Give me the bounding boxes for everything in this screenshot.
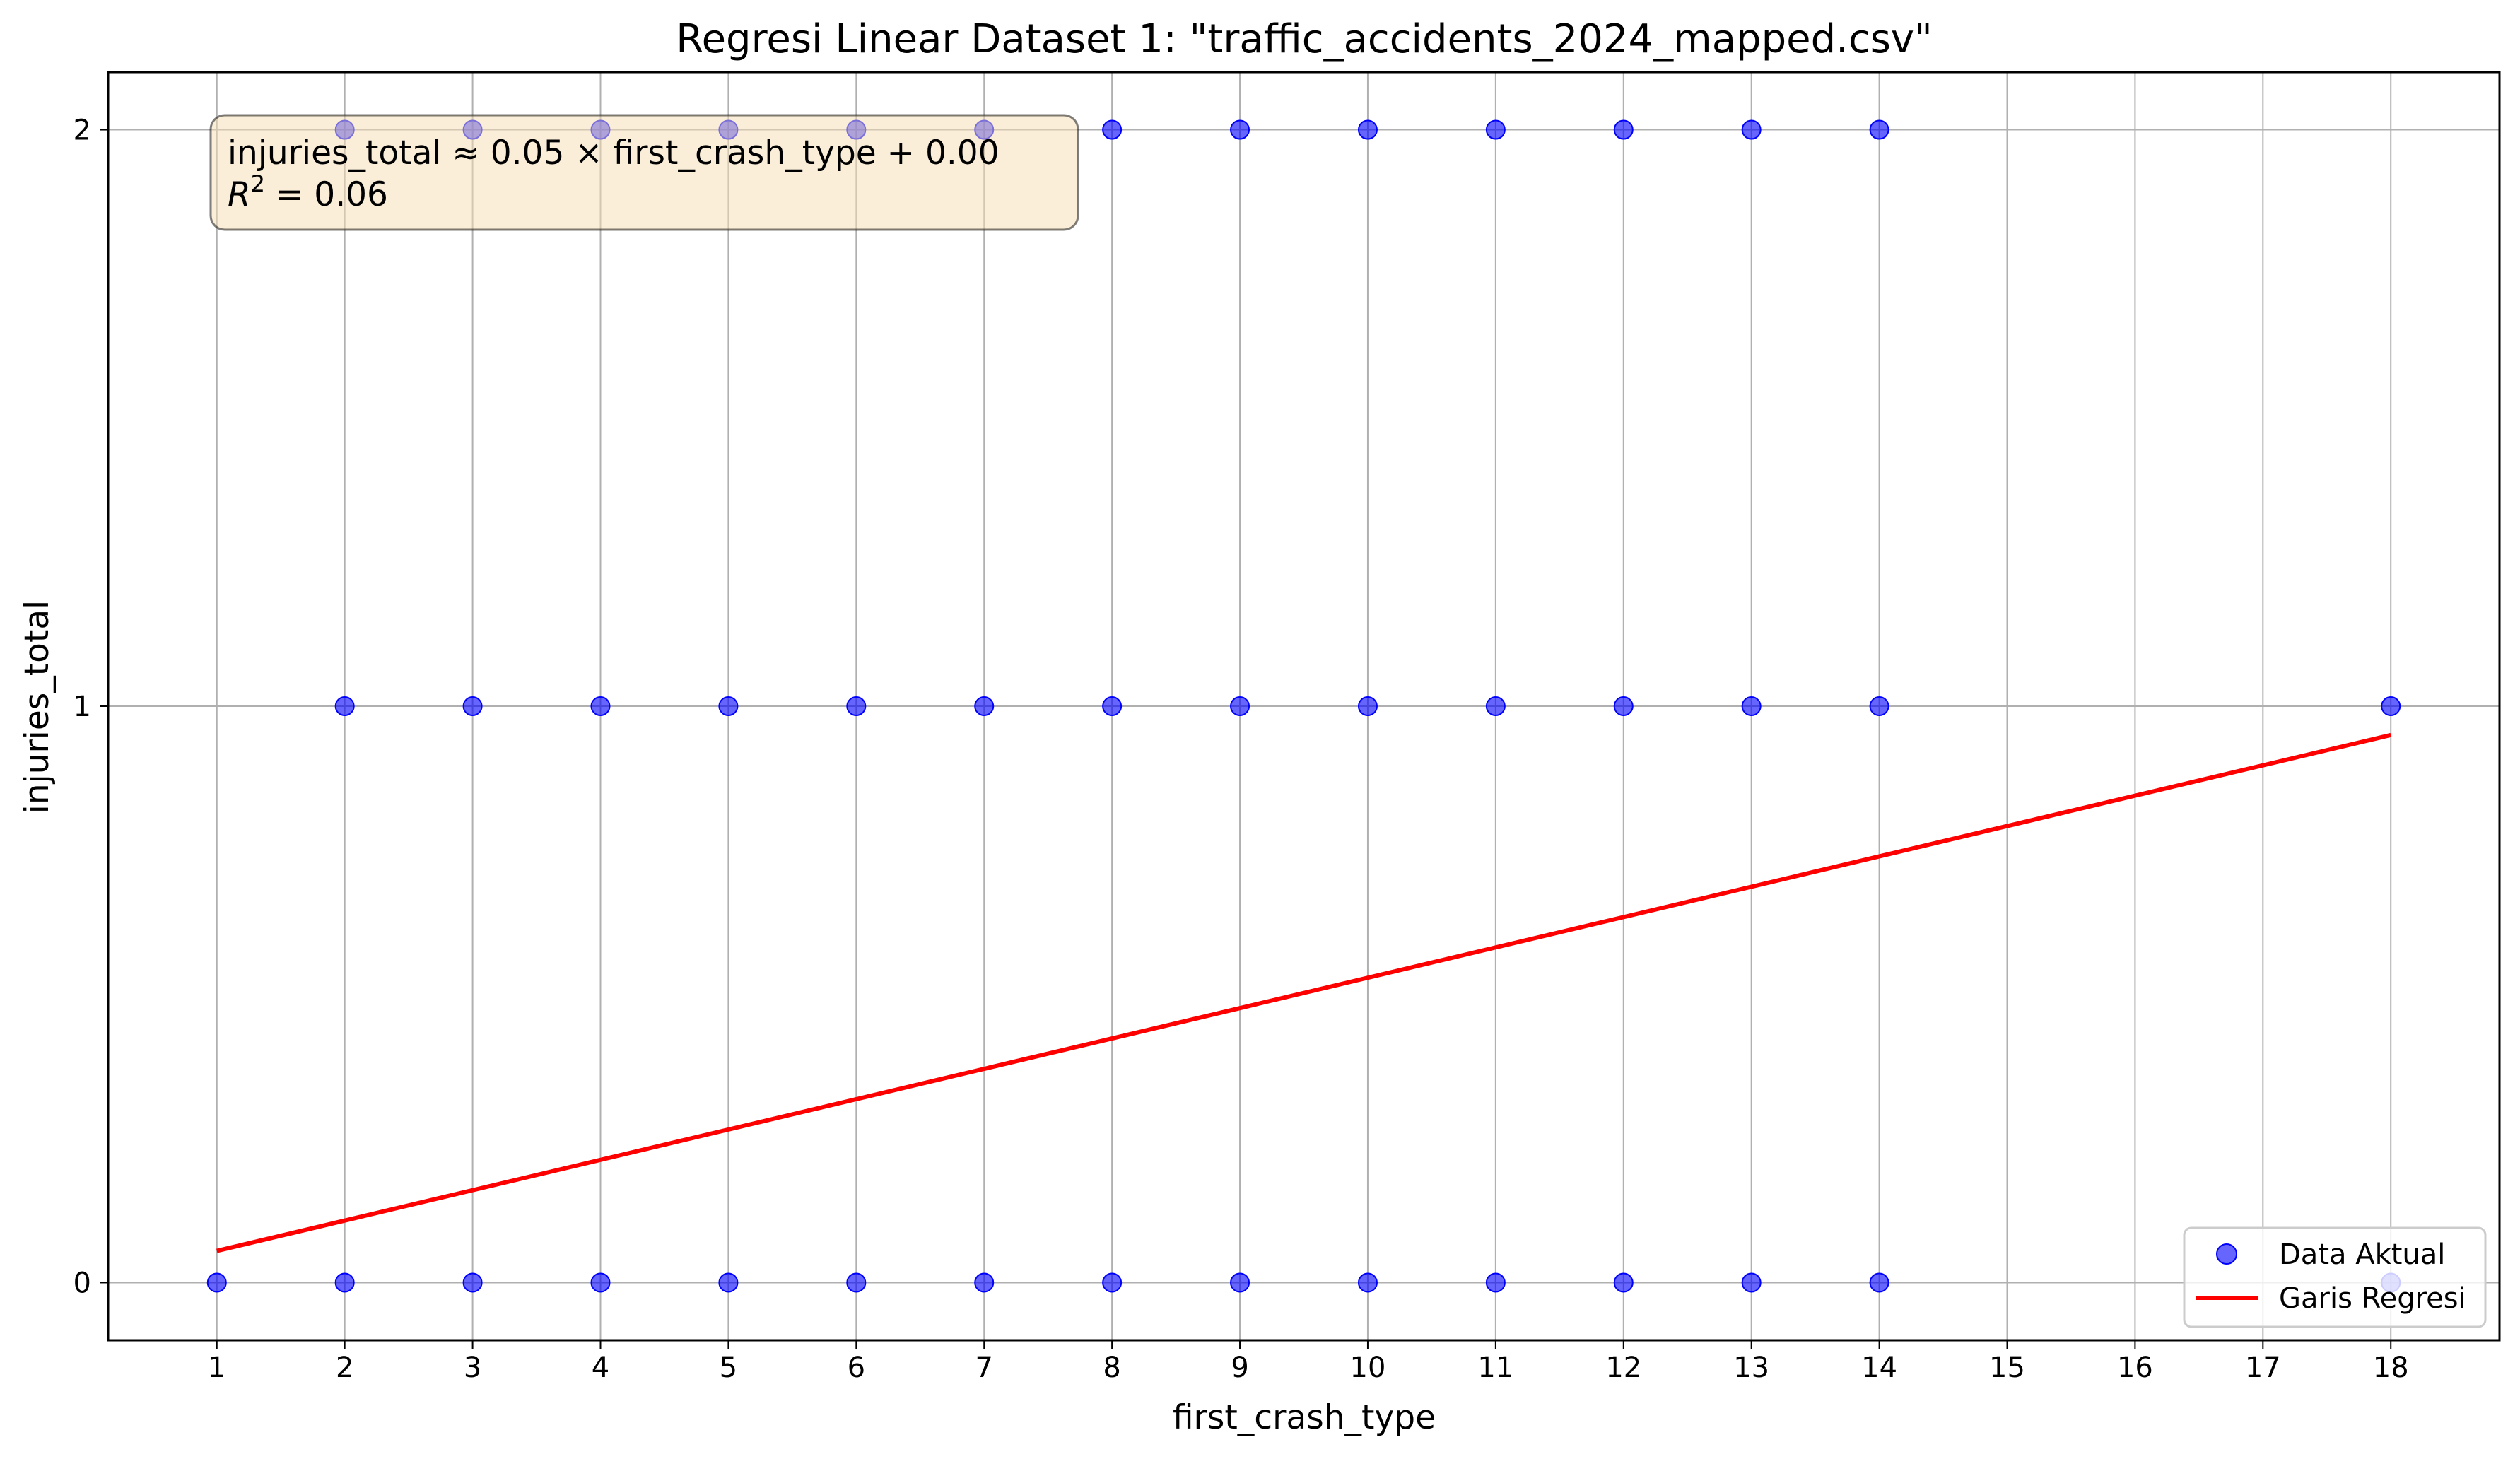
data-point — [718, 696, 739, 716]
data-point — [1230, 1272, 1250, 1293]
x-tick-label: 9 — [1231, 1352, 1248, 1384]
x-tick-label: 10 — [1350, 1352, 1386, 1384]
x-tick-label: 3 — [464, 1352, 481, 1384]
data-point — [462, 696, 483, 716]
data-point — [1102, 119, 1123, 140]
data-point — [1357, 119, 1378, 140]
data-point — [846, 1272, 867, 1293]
data-point — [1102, 1272, 1123, 1293]
r-squared-value: = 0.06 — [265, 175, 388, 214]
r-squared-symbol: R — [228, 175, 251, 214]
data-point — [590, 1272, 611, 1293]
regression-line-layer — [216, 732, 2391, 1253]
data-point — [1485, 696, 1506, 716]
x-tick-label: 5 — [720, 1352, 737, 1384]
x-tick-label: 7 — [975, 1352, 993, 1384]
legend-label-data-aktual: Data Aktual — [2279, 1238, 2445, 1271]
r-squared-text: R2 = 0.06 — [228, 170, 388, 214]
data-point — [334, 1272, 355, 1293]
annotation-background — [209, 114, 1079, 231]
data-point — [1869, 696, 1889, 716]
data-point — [846, 696, 867, 716]
legend-frame — [2183, 1226, 2487, 1328]
legend: Data Aktual Garis Regresi — [2183, 1226, 2487, 1328]
data-point — [1613, 696, 1634, 716]
data-point — [1357, 696, 1378, 716]
y-tick-label: 1 — [74, 691, 91, 723]
x-tick-label: 16 — [2117, 1352, 2153, 1384]
x-tick-label: 11 — [1477, 1352, 1513, 1384]
y-axis-title: injuries_total — [18, 600, 57, 814]
equation-text: injuries_total ≈ 0.05 × first_crash_type… — [228, 134, 1000, 172]
data-point — [334, 696, 355, 716]
x-tick-label: 2 — [336, 1352, 353, 1384]
data-point — [1741, 696, 1762, 716]
y-tick-label: 0 — [74, 1267, 91, 1299]
y-tick-label: 2 — [74, 115, 91, 147]
regression-line — [216, 732, 2391, 1253]
x-tick-label: 8 — [1103, 1352, 1120, 1384]
y-axis-ticks: 0 1 2 — [74, 115, 108, 1299]
data-point — [2381, 696, 2401, 716]
data-point — [1102, 696, 1123, 716]
x-tick-label: 17 — [2245, 1352, 2281, 1384]
data-point — [590, 696, 611, 716]
legend-label-garis-regresi: Garis Regresi — [2279, 1282, 2466, 1315]
x-axis-title: first_crash_type — [1173, 1398, 1436, 1437]
x-tick-label: 4 — [592, 1352, 609, 1384]
data-point — [206, 1272, 227, 1293]
x-tick-label: 15 — [1989, 1352, 2025, 1384]
x-tick-label: 14 — [1861, 1352, 1897, 1384]
data-point — [1613, 1272, 1634, 1293]
data-point — [1485, 119, 1506, 140]
data-point — [1741, 119, 1762, 140]
data-point — [1869, 1272, 1889, 1293]
data-point — [1230, 696, 1250, 716]
data-point — [1485, 1272, 1506, 1293]
x-tick-label: 1 — [208, 1352, 225, 1384]
chart-title: Regresi Linear Dataset 1: "traffic_accid… — [676, 16, 1933, 62]
x-tick-label: 13 — [1733, 1352, 1769, 1384]
x-tick-label: 18 — [2373, 1352, 2409, 1384]
data-point — [1357, 1272, 1378, 1293]
r-squared-exponent: 2 — [251, 170, 265, 197]
x-tick-label: 6 — [848, 1352, 865, 1384]
data-point — [974, 1272, 995, 1293]
data-point — [1741, 1272, 1762, 1293]
data-point — [718, 1272, 739, 1293]
annotation-box: injuries_total ≈ 0.05 × first_crash_type… — [209, 114, 1079, 231]
data-point — [462, 1272, 483, 1293]
legend-marker-data-aktual — [2216, 1243, 2237, 1265]
data-point — [1230, 119, 1250, 140]
data-point — [1869, 119, 1889, 140]
data-point — [974, 696, 995, 716]
x-tick-label: 12 — [1605, 1352, 1641, 1384]
data-point — [1613, 119, 1634, 140]
x-axis-ticks: 1 2 3 4 5 6 7 8 9 10 11 12 13 14 15 16 17 18 — [208, 1340, 2409, 1384]
